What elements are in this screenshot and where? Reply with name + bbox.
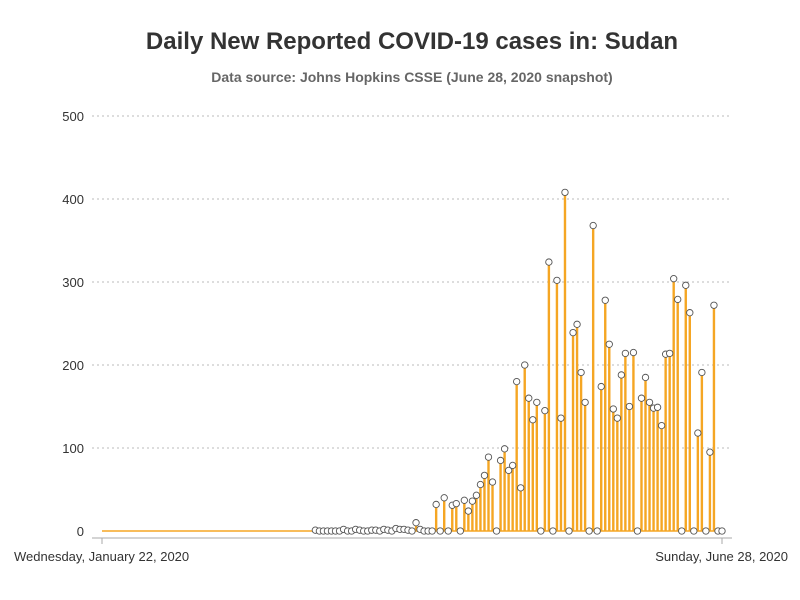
data-point[interactable]	[589, 221, 597, 230]
data-point[interactable]	[710, 301, 718, 309]
data-point[interactable]	[500, 445, 509, 453]
data-point[interactable]	[585, 527, 593, 535]
data-point[interactable]	[698, 368, 706, 377]
x-tick-label: Wednesday, January 22, 2020	[14, 549, 189, 564]
data-point[interactable]	[521, 361, 529, 369]
data-point[interactable]	[706, 448, 714, 456]
x-tick-label: Sunday, June 28, 2020	[655, 549, 788, 564]
y-tick-label: 0	[77, 524, 84, 539]
y-tick-label: 200	[62, 358, 84, 373]
data-point[interactable]	[537, 527, 545, 535]
data-point[interactable]	[464, 507, 473, 515]
data-point[interactable]	[645, 398, 654, 406]
data-point[interactable]	[513, 377, 521, 386]
chart-title: Daily New Reported COVID-19 cases in: Su…	[145, 28, 679, 55]
data-point[interactable]	[577, 368, 585, 377]
data-point[interactable]	[573, 320, 581, 328]
data-point[interactable]	[440, 494, 448, 502]
data-point[interactable]	[718, 527, 726, 535]
data-point[interactable]	[621, 349, 630, 358]
data-point[interactable]	[633, 527, 642, 535]
data-point[interactable]	[517, 484, 525, 492]
grid-layer	[92, 115, 732, 449]
data-point[interactable]	[472, 491, 481, 499]
data-point[interactable]	[553, 276, 561, 284]
data-point[interactable]	[412, 519, 420, 527]
data-point[interactable]	[690, 527, 698, 535]
data-point[interactable]	[657, 421, 666, 430]
data-point[interactable]	[476, 480, 485, 489]
data-point[interactable]	[541, 406, 549, 415]
data-point[interactable]	[678, 527, 686, 535]
data-point[interactable]	[504, 466, 513, 475]
data-point[interactable]	[637, 394, 646, 402]
data-point[interactable]	[549, 527, 557, 535]
data-point[interactable]	[674, 295, 682, 304]
data-point[interactable]	[629, 348, 638, 357]
data-point[interactable]	[529, 416, 537, 424]
data-point[interactable]	[561, 188, 569, 197]
data-point[interactable]	[428, 527, 436, 535]
bar-layer	[102, 192, 722, 532]
data-point[interactable]	[569, 328, 577, 337]
data-point[interactable]	[557, 414, 565, 422]
data-point[interactable]	[480, 471, 489, 480]
data-point[interactable]	[460, 496, 468, 504]
data-point[interactable]	[456, 527, 464, 535]
data-point[interactable]	[593, 527, 601, 535]
data-point[interactable]	[408, 527, 416, 535]
data-point[interactable]	[468, 497, 477, 505]
y-tick-label: 300	[62, 275, 84, 290]
data-point[interactable]	[488, 478, 497, 486]
y-tick-label: 500	[62, 109, 84, 124]
chart-subtitle: Data source: Johns Hopkins CSSE (June 28…	[211, 69, 613, 85]
data-point[interactable]	[597, 382, 605, 391]
data-point[interactable]	[613, 414, 621, 422]
data-point[interactable]	[605, 340, 613, 348]
data-point[interactable]	[545, 258, 553, 266]
data-point[interactable]	[452, 499, 460, 508]
data-point[interactable]	[533, 398, 541, 406]
data-point[interactable]	[484, 453, 493, 461]
data-point[interactable]	[609, 405, 617, 413]
data-point[interactable]	[444, 527, 452, 535]
data-point[interactable]	[432, 500, 440, 509]
data-point[interactable]	[653, 403, 662, 411]
data-point[interactable]	[492, 527, 501, 535]
data-point[interactable]	[686, 309, 694, 317]
data-point[interactable]	[666, 349, 674, 358]
data-point[interactable]	[508, 461, 517, 470]
data-point[interactable]	[525, 394, 533, 402]
data-point[interactable]	[625, 402, 634, 411]
data-point[interactable]	[617, 371, 626, 379]
y-tick-label: 100	[62, 441, 84, 456]
data-point[interactable]	[496, 456, 505, 465]
data-point[interactable]	[694, 429, 702, 437]
data-point[interactable]	[601, 296, 609, 304]
point-layer	[311, 188, 726, 535]
data-point[interactable]	[682, 281, 690, 289]
data-point[interactable]	[581, 398, 589, 406]
axis-layer: 0 100 200 300 400 500 Wednesday, January 22, 2…	[14, 109, 788, 564]
y-tick-label: 400	[62, 192, 84, 207]
data-point[interactable]	[565, 527, 573, 535]
data-point[interactable]	[436, 527, 444, 535]
data-point[interactable]	[702, 527, 710, 535]
data-point[interactable]	[641, 373, 650, 382]
data-point[interactable]	[670, 275, 678, 283]
